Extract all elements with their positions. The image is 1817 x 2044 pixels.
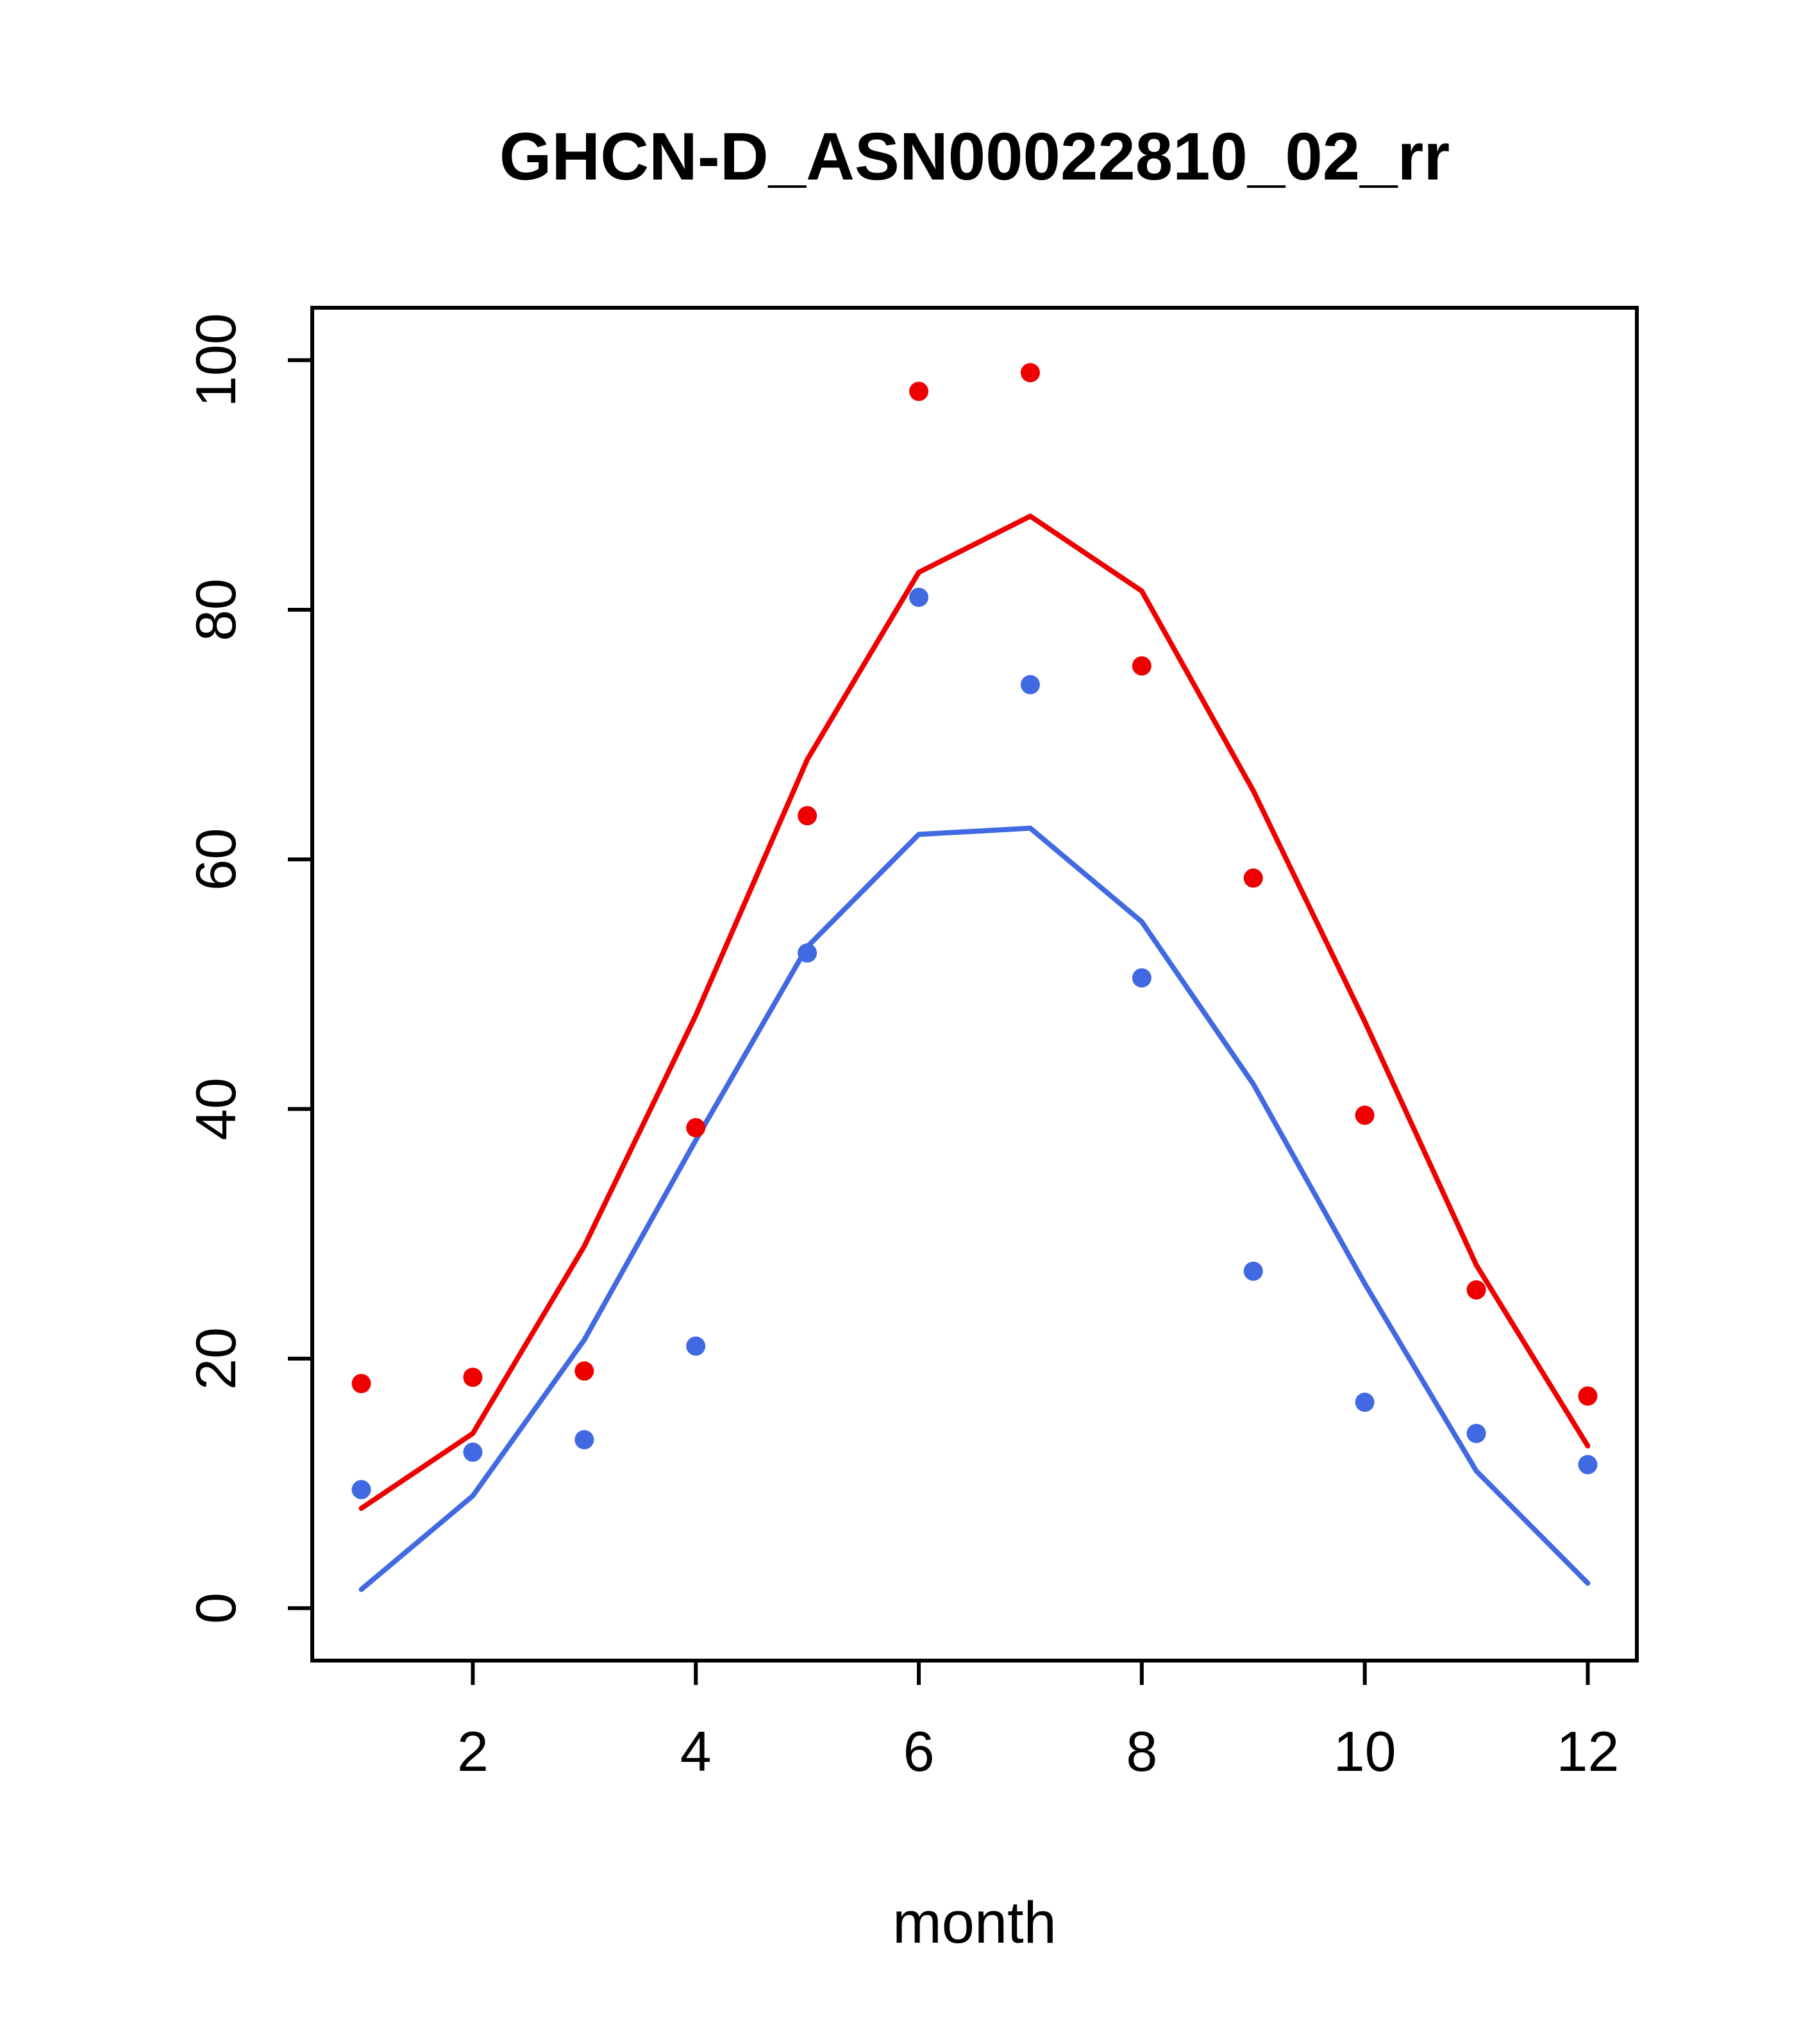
- blue-points: [1355, 1393, 1375, 1412]
- y-tick-label: 40: [184, 1078, 247, 1141]
- x-axis-label: month: [892, 1890, 1057, 1956]
- blue-points: [1578, 1455, 1598, 1475]
- blue-points: [1243, 1261, 1263, 1281]
- blue-points: [1466, 1423, 1486, 1443]
- x-tick-label: 12: [1557, 1720, 1620, 1783]
- red-points: [1355, 1105, 1375, 1125]
- red-points: [798, 806, 817, 826]
- red-line: [358, 514, 1591, 1511]
- x-tick-label: 2: [457, 1720, 489, 1783]
- red-points: [463, 1368, 483, 1387]
- red-points: [1020, 363, 1040, 383]
- blue-points: [463, 1442, 483, 1462]
- y-tick-label: 20: [184, 1327, 247, 1390]
- y-tick-label: 80: [184, 578, 247, 641]
- red-points: [686, 1118, 706, 1137]
- axes: 2 4 6 8 10 12 0 20 40 60 80 100: [184, 313, 1619, 1783]
- x-tick-label: 8: [1126, 1720, 1157, 1783]
- plot-box: [310, 306, 1639, 1663]
- y-tick-label: 100: [184, 313, 247, 407]
- chart-title: GHCN-D_ASN00022810_02_rr: [499, 119, 1450, 194]
- red-points: [1243, 868, 1263, 888]
- red-points: [351, 1373, 371, 1393]
- y-tick-label: 0: [184, 1593, 247, 1624]
- blue-line: [358, 825, 1591, 1593]
- blue-points: [686, 1336, 706, 1356]
- red-points: [909, 381, 929, 401]
- red-points: [1578, 1386, 1598, 1406]
- blue-points: [1132, 968, 1151, 988]
- x-tick-label: 10: [1334, 1720, 1396, 1783]
- blue-points: [351, 1480, 371, 1500]
- red-points: [574, 1361, 594, 1381]
- red-points: [1466, 1280, 1486, 1300]
- blue-points: [1020, 674, 1040, 694]
- x-tick-label: 4: [680, 1720, 712, 1783]
- blue-points: [798, 943, 817, 963]
- red-points: [1132, 656, 1151, 676]
- blue-points: [574, 1430, 594, 1450]
- blue-points: [909, 587, 929, 607]
- x-tick-label: 6: [903, 1720, 935, 1783]
- y-tick-label: 60: [184, 828, 247, 891]
